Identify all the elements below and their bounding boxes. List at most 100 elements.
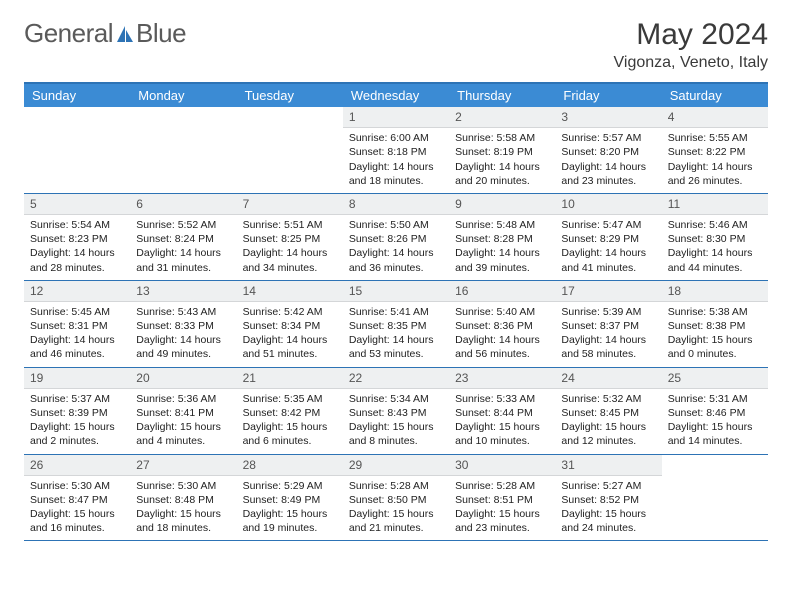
sunset-text: Sunset: 8:34 PM [243, 319, 337, 333]
day-cell: 6Sunrise: 5:52 AMSunset: 8:24 PMDaylight… [130, 194, 236, 280]
daylight-text: Daylight: 15 hours and 24 minutes. [561, 507, 655, 535]
day-number-row: 10 [555, 194, 661, 215]
daylight-text: Daylight: 14 hours and 23 minutes. [561, 160, 655, 188]
day-info: Sunrise: 5:43 AMSunset: 8:33 PMDaylight:… [136, 305, 230, 362]
sunrise-text: Sunrise: 5:51 AM [243, 218, 337, 232]
day-number-row: 19 [24, 368, 130, 389]
calendar: SundayMondayTuesdayWednesdayThursdayFrid… [24, 82, 768, 541]
sunrise-text: Sunrise: 5:58 AM [455, 131, 549, 145]
sunrise-text: Sunrise: 5:29 AM [243, 479, 337, 493]
daylight-text: Daylight: 15 hours and 14 minutes. [668, 420, 762, 448]
day-number-row: 30 [449, 455, 555, 476]
day-info: Sunrise: 5:51 AMSunset: 8:25 PMDaylight:… [243, 218, 337, 275]
day-number: 19 [30, 371, 43, 385]
day-number: 1 [349, 110, 356, 124]
day-cell: 17Sunrise: 5:39 AMSunset: 8:37 PMDayligh… [555, 281, 661, 367]
daylight-text: Daylight: 15 hours and 8 minutes. [349, 420, 443, 448]
day-info: Sunrise: 5:36 AMSunset: 8:41 PMDaylight:… [136, 392, 230, 449]
day-info: Sunrise: 5:28 AMSunset: 8:51 PMDaylight:… [455, 479, 549, 536]
day-cell: 31Sunrise: 5:27 AMSunset: 8:52 PMDayligh… [555, 455, 661, 541]
day-number-row: 23 [449, 368, 555, 389]
weekday-header: Tuesday [237, 84, 343, 107]
week-row: 26Sunrise: 5:30 AMSunset: 8:47 PMDayligh… [24, 455, 768, 542]
sunset-text: Sunset: 8:24 PM [136, 232, 230, 246]
day-number-row: 24 [555, 368, 661, 389]
day-cell: 29Sunrise: 5:28 AMSunset: 8:50 PMDayligh… [343, 455, 449, 541]
daylight-text: Daylight: 14 hours and 39 minutes. [455, 246, 549, 274]
sunset-text: Sunset: 8:38 PM [668, 319, 762, 333]
sunrise-text: Sunrise: 5:28 AM [349, 479, 443, 493]
daylight-text: Daylight: 14 hours and 44 minutes. [668, 246, 762, 274]
sunset-text: Sunset: 8:35 PM [349, 319, 443, 333]
daylight-text: Daylight: 14 hours and 28 minutes. [30, 246, 124, 274]
sunrise-text: Sunrise: 5:54 AM [30, 218, 124, 232]
day-number-row: 25 [662, 368, 768, 389]
day-info: Sunrise: 5:50 AMSunset: 8:26 PMDaylight:… [349, 218, 443, 275]
day-cell: 3Sunrise: 5:57 AMSunset: 8:20 PMDaylight… [555, 107, 661, 193]
sunrise-text: Sunrise: 5:39 AM [561, 305, 655, 319]
weekday-header: Saturday [662, 84, 768, 107]
sunrise-text: Sunrise: 5:57 AM [561, 131, 655, 145]
day-info: Sunrise: 5:54 AMSunset: 8:23 PMDaylight:… [30, 218, 124, 275]
day-cell: 13 Sunrise: 5:43 AMSunset: 8:33 PMDayligh… [130, 281, 236, 367]
day-number-row: 27 [130, 455, 236, 476]
day-number: 7 [243, 197, 250, 211]
sunset-text: Sunset: 8:22 PM [668, 145, 762, 159]
day-info: Sunrise: 5:52 AMSunset: 8:24 PMDaylight:… [136, 218, 230, 275]
day-number: 13 [136, 284, 149, 298]
day-number: 20 [136, 371, 149, 385]
sunset-text: Sunset: 8:19 PM [455, 145, 549, 159]
day-number: 29 [349, 458, 362, 472]
sunrise-text: Sunrise: 5:40 AM [455, 305, 549, 319]
day-number: 21 [243, 371, 256, 385]
sunrise-text: Sunrise: 5:50 AM [349, 218, 443, 232]
day-number: 22 [349, 371, 362, 385]
sunset-text: Sunset: 8:30 PM [668, 232, 762, 246]
day-number: 4 [668, 110, 675, 124]
day-number: 23 [455, 371, 468, 385]
day-number-row: 15 [343, 281, 449, 302]
week-row: 19 Sunrise: 5:37 AMSunset: 8:39 PMDayligh… [24, 368, 768, 455]
day-info: Sunrise: 6:00 AMSunset: 8:18 PMDaylight:… [349, 131, 443, 188]
day-number: 25 [668, 371, 681, 385]
sunrise-text: Sunrise: 5:35 AM [243, 392, 337, 406]
day-info: Sunrise: 5:37 AMSunset: 8:39 PMDaylight:… [30, 392, 124, 449]
sunrise-text: Sunrise: 6:00 AM [349, 131, 443, 145]
day-cell: 24Sunrise: 5:32 AMSunset: 8:45 PMDayligh… [555, 368, 661, 454]
sunrise-text: Sunrise: 5:36 AM [136, 392, 230, 406]
sunset-text: Sunset: 8:25 PM [243, 232, 337, 246]
sunrise-text: Sunrise: 5:37 AM [30, 392, 124, 406]
day-number: 2 [455, 110, 462, 124]
day-cell: 19 Sunrise: 5:37 AMSunset: 8:39 PMDayligh… [24, 368, 130, 454]
weekday-header: Sunday [24, 84, 130, 107]
sunrise-text: Sunrise: 5:42 AM [243, 305, 337, 319]
day-number-row: 17 [555, 281, 661, 302]
day-info: Sunrise: 5:27 AMSunset: 8:52 PMDaylight:… [561, 479, 655, 536]
sunrise-text: Sunrise: 5:55 AM [668, 131, 762, 145]
daylight-text: Daylight: 15 hours and 12 minutes. [561, 420, 655, 448]
header: General Blue May 2024 Vigonza, Veneto, I… [24, 18, 768, 72]
daylight-text: Daylight: 14 hours and 18 minutes. [349, 160, 443, 188]
day-number-row: 21 [237, 368, 343, 389]
daylight-text: Daylight: 14 hours and 20 minutes. [455, 160, 549, 188]
day-info: Sunrise: 5:41 AMSunset: 8:35 PMDaylight:… [349, 305, 443, 362]
logo-text-2: Blue [136, 18, 186, 49]
daylight-text: Daylight: 14 hours and 36 minutes. [349, 246, 443, 274]
day-cell: 8Sunrise: 5:50 AMSunset: 8:26 PMDaylight… [343, 194, 449, 280]
sunset-text: Sunset: 8:41 PM [136, 406, 230, 420]
sunrise-text: Sunrise: 5:48 AM [455, 218, 549, 232]
day-number: 18 [668, 284, 681, 298]
day-info: Sunrise: 5:33 AMSunset: 8:44 PMDaylight:… [455, 392, 549, 449]
location: Vigonza, Veneto, Italy [614, 54, 768, 72]
sunset-text: Sunset: 8:46 PM [668, 406, 762, 420]
day-cell: 9Sunrise: 5:48 AMSunset: 8:28 PMDaylight… [449, 194, 555, 280]
day-number: 16 [455, 284, 468, 298]
week-row: 12Sunrise: 5:45 AMSunset: 8:31 PMDayligh… [24, 281, 768, 368]
day-info: Sunrise: 5:48 AMSunset: 8:28 PMDaylight:… [455, 218, 549, 275]
sunset-text: Sunset: 8:18 PM [349, 145, 443, 159]
day-cell: 2 Sunrise: 5:58 AMSunset: 8:19 PMDaylight… [449, 107, 555, 193]
daylight-text: Daylight: 14 hours and 31 minutes. [136, 246, 230, 274]
day-info: Sunrise: 5:29 AMSunset: 8:49 PMDaylight:… [243, 479, 337, 536]
day-cell: 20 Sunrise: 5:36 AMSunset: 8:41 PMDayligh… [130, 368, 236, 454]
sunset-text: Sunset: 8:20 PM [561, 145, 655, 159]
